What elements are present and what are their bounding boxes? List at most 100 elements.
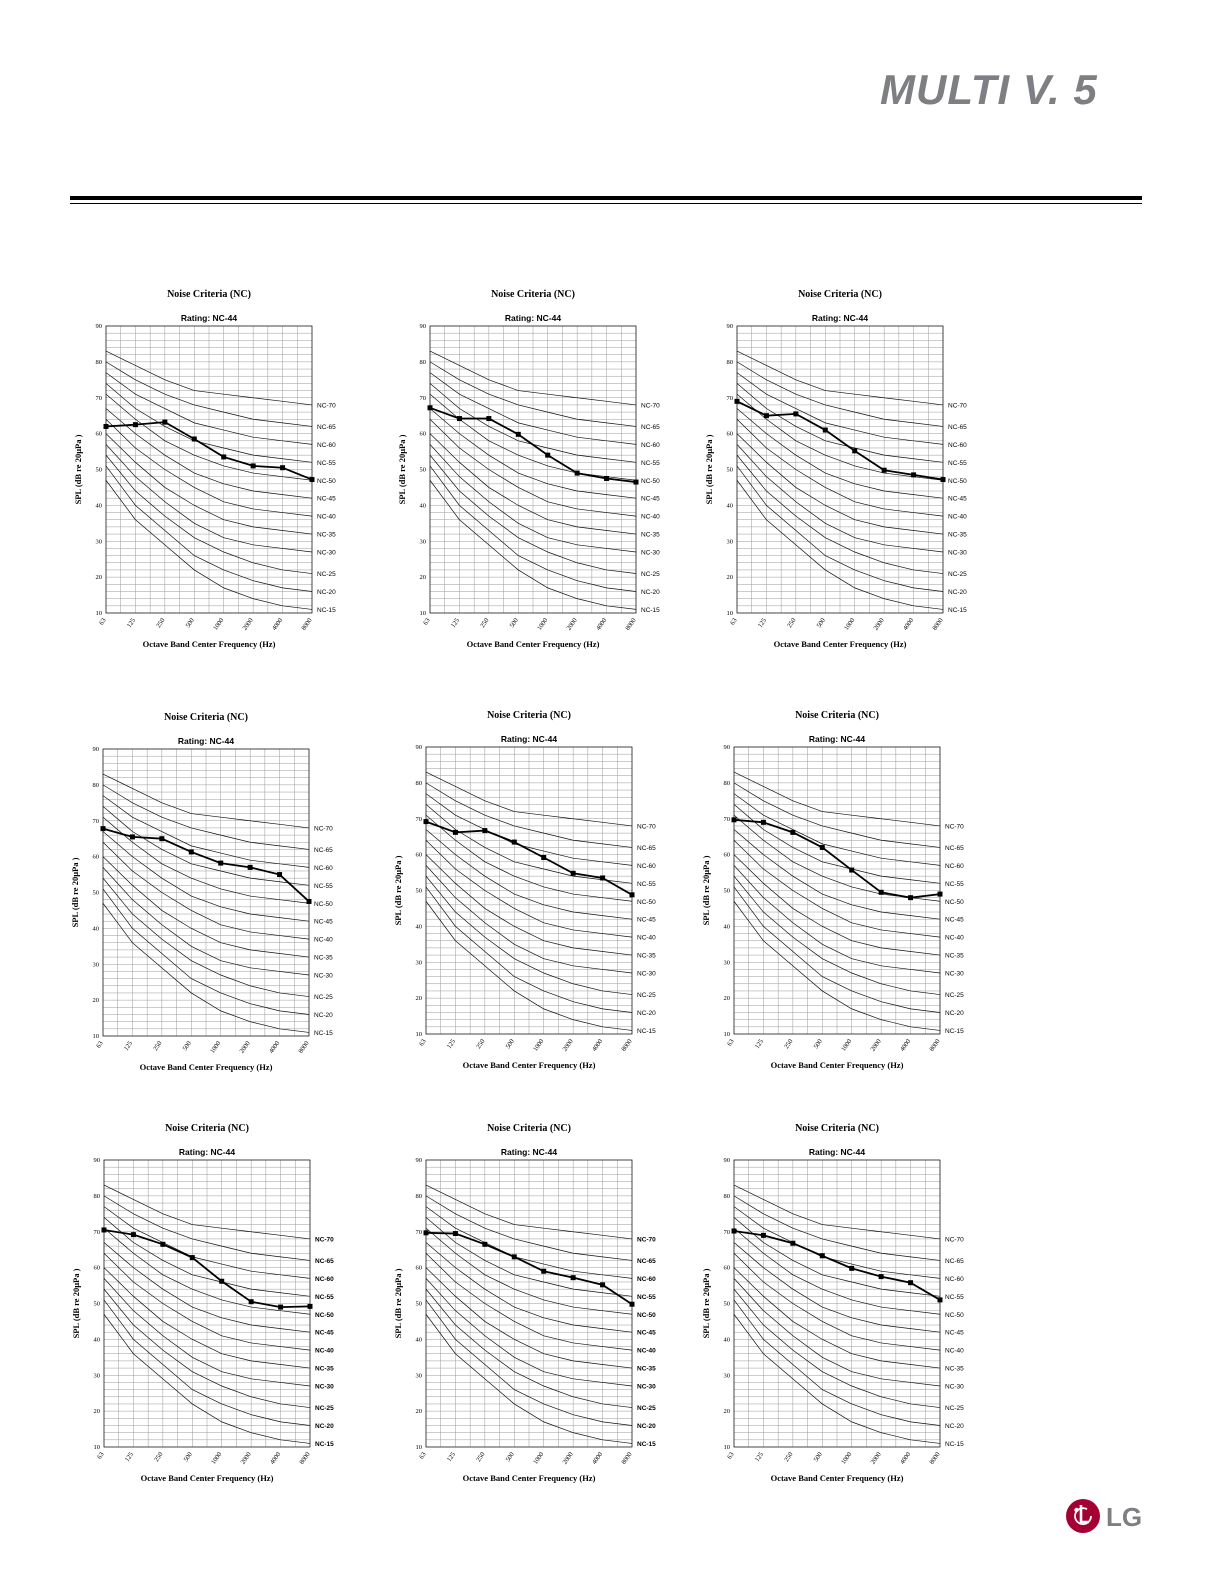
measured-point bbox=[790, 1240, 796, 1246]
x-tick-label: 500 bbox=[813, 1038, 824, 1050]
nc-curve bbox=[733, 901, 941, 1031]
y-tick-label: 60 bbox=[420, 431, 427, 438]
y-tick-label: 90 bbox=[727, 323, 734, 330]
y-tick-label: 80 bbox=[420, 359, 427, 366]
nc-curve-label: NC-70 bbox=[641, 402, 660, 409]
chart-grid bbox=[105, 325, 313, 614]
nc-curve bbox=[733, 840, 941, 938]
nc-chart-1: Noise Criteria (NC) Rating: NC-44 10 20 30 40… bbox=[68, 283, 368, 673]
chart-title: Noise Criteria (NC) bbox=[795, 710, 879, 721]
y-tick-label: 30 bbox=[724, 959, 731, 966]
nc-curve bbox=[425, 1314, 633, 1444]
measured-point bbox=[278, 1304, 284, 1310]
nc-curve-label: NC-45 bbox=[945, 1330, 964, 1337]
x-tick-label: 63 bbox=[418, 1451, 427, 1460]
y-tick-label: 70 bbox=[416, 1229, 423, 1236]
nc-curve-label: NC-30 bbox=[948, 550, 967, 557]
x-tick-label: 1000 bbox=[212, 617, 225, 632]
nc-curves: NC-15 NC-20 NC-25 NC-30 NC-35 NC-40 NC-45 NC-50… bbox=[425, 771, 656, 1035]
nc-curve bbox=[102, 784, 310, 850]
nc-curve-label: NC-50 bbox=[637, 1312, 656, 1319]
nc-curve bbox=[733, 1288, 941, 1408]
y-tick-label: 90 bbox=[724, 744, 731, 751]
y-tick-label: 90 bbox=[96, 323, 103, 330]
y-axis-label: SPL (dB re 20μPa ) bbox=[397, 434, 407, 504]
chart-rating: Rating: NC-44 bbox=[501, 1147, 557, 1157]
nc-curve-label: NC-50 bbox=[314, 901, 333, 908]
nc-curve bbox=[105, 444, 313, 553]
nc-curve bbox=[425, 1206, 633, 1279]
nc-curve-label: NC-65 bbox=[637, 845, 656, 852]
nc-curve-label: NC-30 bbox=[945, 1384, 964, 1391]
measured-point bbox=[248, 1299, 254, 1305]
nc-curve-label: NC-50 bbox=[637, 899, 656, 906]
nc-curve bbox=[733, 1267, 941, 1369]
x-tick-label: 2000 bbox=[873, 617, 886, 632]
chart-rating: Rating: NC-44 bbox=[809, 1147, 865, 1157]
nc-curve-label: NC-35 bbox=[945, 953, 964, 960]
measured-series-line bbox=[429, 406, 637, 483]
nc-curve bbox=[736, 465, 944, 592]
nc-curve-label: NC-15 bbox=[317, 607, 336, 614]
measured-series-line bbox=[425, 820, 633, 896]
measured-point bbox=[790, 829, 796, 835]
y-tick-label: 50 bbox=[416, 1301, 423, 1308]
nc-curve-label: NC-60 bbox=[317, 442, 336, 449]
measured-point bbox=[221, 454, 227, 460]
plot-frame bbox=[425, 746, 633, 1035]
nc-curve-label: NC-65 bbox=[314, 847, 333, 854]
nc-curve bbox=[733, 1278, 941, 1387]
nc-curve bbox=[102, 856, 310, 958]
x-tick-label: 8000 bbox=[931, 617, 944, 632]
nc-curve bbox=[425, 901, 633, 1031]
nc-curve-label: NC-25 bbox=[641, 571, 660, 578]
nc-curve-label: NC-55 bbox=[641, 460, 660, 467]
nc-curves: NC-15 NC-20 NC-25 NC-30 NC-35 NC-40 NC-45 NC-50… bbox=[733, 1184, 964, 1448]
x-tick-label: 63 bbox=[96, 1451, 105, 1460]
y-tick-label: 10 bbox=[93, 1033, 100, 1040]
measured-point bbox=[101, 1227, 107, 1233]
nc-curves: NC-15 NC-20 NC-25 NC-30 NC-35 NC-40 NC-45 NC-50… bbox=[102, 773, 333, 1037]
nc-curve bbox=[102, 816, 310, 904]
y-tick-label: 10 bbox=[727, 610, 734, 617]
chart-rating: Rating: NC-44 bbox=[505, 313, 561, 323]
header-rule-thick bbox=[70, 196, 1142, 200]
chart-title: Noise Criteria (NC) bbox=[164, 712, 248, 723]
nc-curve bbox=[429, 372, 637, 445]
y-axis-label: SPL (dB re 20μPa ) bbox=[70, 857, 80, 927]
x-axis-label: Octave Band Center Frequency (Hz) bbox=[463, 1060, 596, 1070]
nc-curve-label: NC-20 bbox=[945, 1423, 964, 1430]
nc-curve-label: NC-15 bbox=[945, 1441, 964, 1448]
nc-curve-label: NC-50 bbox=[641, 478, 660, 485]
nc-curve bbox=[736, 361, 944, 427]
nc-curve bbox=[425, 886, 633, 1013]
measured-series-line bbox=[733, 1230, 941, 1301]
nc-curve bbox=[102, 831, 310, 922]
nc-curve-label: NC-25 bbox=[637, 992, 656, 999]
nc-chart-3: Noise Criteria (NC) Rating: NC-44 10 20 30 40… bbox=[699, 283, 999, 673]
x-axis-label: Octave Band Center Frequency (Hz) bbox=[771, 1060, 904, 1070]
measured-point bbox=[247, 864, 253, 870]
y-tick-label: 80 bbox=[94, 1193, 101, 1200]
y-tick-label: 80 bbox=[724, 780, 731, 787]
x-axis-label: Octave Band Center Frequency (Hz) bbox=[771, 1473, 904, 1483]
x-tick-label: 500 bbox=[816, 617, 827, 629]
nc-curve-label: NC-20 bbox=[945, 1010, 964, 1017]
y-tick-label: 80 bbox=[416, 1193, 423, 1200]
measured-series-line bbox=[103, 1229, 311, 1308]
nc-curve-label: NC-35 bbox=[314, 955, 333, 962]
measured-series-line bbox=[425, 1231, 633, 1305]
y-tick-label: 40 bbox=[416, 923, 423, 930]
y-tick-label: 10 bbox=[416, 1444, 423, 1451]
nc-curve-label: NC-55 bbox=[317, 460, 336, 467]
x-tick-label: 63 bbox=[418, 1038, 427, 1047]
y-tick-label: 70 bbox=[93, 818, 100, 825]
measured-point bbox=[482, 1241, 488, 1247]
nc-curve bbox=[425, 1267, 633, 1369]
measured-point bbox=[604, 475, 610, 481]
x-tick-label: 1000 bbox=[210, 1451, 223, 1466]
header-rule-thin bbox=[70, 203, 1142, 204]
nc-curve bbox=[105, 480, 313, 610]
y-tick-label: 70 bbox=[724, 1229, 731, 1236]
nc-curve bbox=[733, 886, 941, 1013]
